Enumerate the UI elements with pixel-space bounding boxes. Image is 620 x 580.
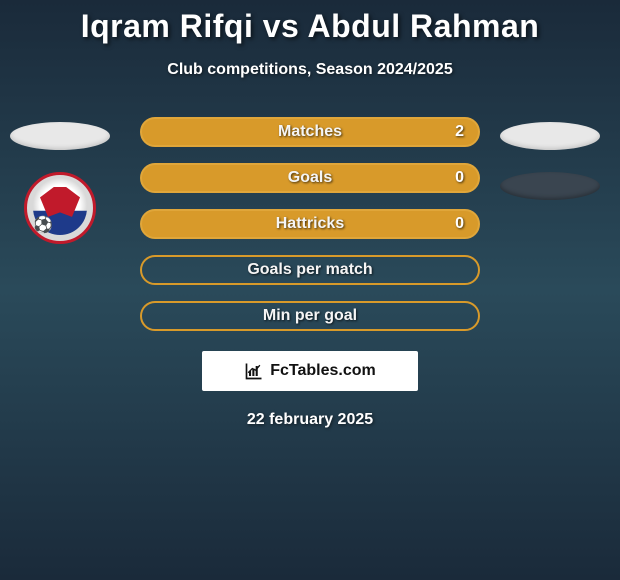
stat-label: Goals (288, 169, 332, 187)
left-club-badge (10, 172, 110, 244)
stat-label: Goals per match (247, 261, 372, 279)
stat-label: Min per goal (263, 307, 357, 325)
stat-value-right: 2 (455, 123, 464, 141)
subtitle: Club competitions, Season 2024/2025 (0, 61, 620, 79)
stat-row: Matches 2 (140, 117, 480, 147)
stat-row: Hattricks 0 (140, 209, 480, 239)
stat-value-right: 0 (455, 169, 464, 187)
attribution-text: FcTables.com (270, 362, 376, 380)
right-club-avatar (500, 172, 600, 200)
left-player-avatar (10, 122, 110, 150)
chart-icon (244, 361, 264, 381)
date-text: 22 february 2025 (0, 411, 620, 429)
stat-label: Matches (278, 123, 342, 141)
stat-row: Goals per match (140, 255, 480, 285)
right-player-avatar (500, 122, 600, 150)
stat-row: Min per goal (140, 301, 480, 331)
left-player-column (10, 122, 110, 244)
stat-value-right: 0 (455, 215, 464, 233)
right-player-column (500, 122, 600, 200)
attribution-badge: FcTables.com (202, 351, 418, 391)
stat-label: Hattricks (276, 215, 344, 233)
page-title: Iqram Rifqi vs Abdul Rahman (0, 8, 620, 45)
stat-row: Goals 0 (140, 163, 480, 193)
